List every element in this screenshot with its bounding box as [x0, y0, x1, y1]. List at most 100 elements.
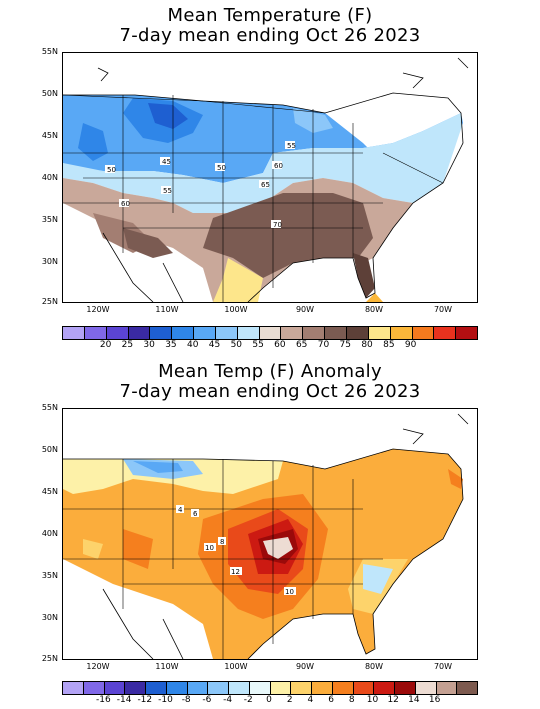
panel1-lat-label: 50N	[41, 89, 58, 98]
contour-label: 10	[285, 588, 294, 596]
colorbar-swatch	[412, 327, 435, 339]
colorbar-swatch	[104, 682, 126, 694]
colorbar-label: -16	[96, 695, 111, 705]
colorbar-label: 35	[165, 340, 177, 350]
colorbar-swatch	[63, 327, 85, 339]
colorbar-swatch	[368, 327, 391, 339]
panel2-lat-label: 45N	[41, 487, 58, 496]
panel2-colorbar	[62, 681, 478, 695]
panel2-coastline	[63, 413, 469, 659]
panel2-lat-label: 55N	[41, 403, 58, 412]
colorbar-swatch	[229, 682, 250, 694]
colorbar-swatch	[332, 682, 354, 694]
contour-label: 70	[273, 221, 282, 229]
colorbar-swatch	[259, 327, 282, 339]
colorbar-swatch	[208, 682, 229, 694]
colorbar-swatch	[281, 327, 304, 339]
panel2-title-line1: Mean Temp (F) Anomaly	[158, 361, 382, 382]
colorbar-label: -14	[116, 695, 132, 705]
colorbar-swatch	[150, 327, 173, 339]
colorbar-swatch	[457, 682, 477, 694]
colorbar-label: 90	[404, 340, 417, 350]
colorbar-label: 10	[366, 695, 379, 705]
contour-label: 10	[205, 544, 214, 552]
colorbar-label: 14	[408, 695, 420, 705]
panel2-lon-label: 90W	[295, 662, 315, 671]
colorbar-swatch	[303, 327, 326, 339]
panel1-lat-label: 45N	[41, 131, 58, 140]
colorbar-swatch	[374, 682, 395, 694]
panel1-lon-label: 120W	[86, 305, 110, 314]
colorbar-swatch	[456, 327, 478, 339]
panel1-lon-label: 100W	[224, 305, 248, 314]
colorbar-swatch	[312, 682, 333, 694]
colorbar-swatch	[146, 682, 167, 694]
colorbar-swatch	[172, 327, 195, 339]
colorbar-label: 12	[387, 695, 399, 705]
panel1-lat-label: 40N	[41, 173, 58, 182]
panel1-lon-label: 80W	[364, 305, 384, 314]
panel2-anomaly-fill	[63, 409, 477, 659]
colorbar-swatch	[215, 327, 238, 339]
colorbar-swatch	[166, 682, 188, 694]
colorbar-swatch	[128, 327, 151, 339]
colorbar-swatch	[325, 327, 347, 339]
panel1-temperature-fill	[63, 53, 477, 302]
colorbar-label: 75	[339, 340, 351, 350]
panel2-contour-labels: 4 6 10 8 12 10	[176, 505, 296, 596]
colorbar-swatch	[237, 327, 260, 339]
colorbar-label: 60	[274, 340, 286, 350]
colorbar-label: -2	[243, 695, 253, 705]
panel1-coastline	[63, 57, 469, 302]
colorbar-swatch	[249, 682, 271, 694]
colorbar-label: 6	[328, 695, 334, 705]
panel1-title-line2: 7-day mean ending Oct 26 2023	[119, 25, 421, 46]
panel2-lat-label: 50N	[41, 445, 58, 454]
panel2-lon-label: 120W	[86, 662, 110, 671]
colorbar-label: 40	[187, 340, 199, 350]
panel1-lat-label: 35N	[41, 215, 58, 224]
colorbar-label: -8	[181, 695, 191, 705]
panel2-map: 4 6 10 8 12 10	[62, 408, 478, 660]
contour-label: 8	[220, 538, 224, 546]
colorbar-label: 65	[295, 340, 308, 350]
panel1-lon-label: 70W	[433, 305, 453, 314]
colorbar-swatch	[291, 682, 312, 694]
colorbar-label: 20	[99, 340, 112, 350]
panel2-title-line2: 7-day mean ending Oct 26 2023	[119, 381, 421, 402]
colorbar-swatch	[346, 327, 369, 339]
colorbar-label: 55	[252, 340, 264, 350]
colorbar-swatch	[125, 682, 146, 694]
panel1-map-svg: 45 50 50 55 55 60 60 65 70	[63, 53, 477, 302]
colorbar-swatch	[83, 682, 105, 694]
panel2-lat-label: 35N	[41, 571, 58, 580]
colorbar-swatch	[106, 327, 129, 339]
colorbar-swatch	[84, 327, 107, 339]
colorbar-label: 85	[383, 340, 395, 350]
panel2-lat-label: 40N	[41, 529, 58, 538]
panel1-title-line1: Mean Temperature (F)	[167, 5, 373, 26]
contour-label: 45	[162, 158, 171, 166]
panel1-contour-labels: 45 50 50 55 55 60 60 65 70	[105, 141, 296, 229]
colorbar-swatch	[390, 327, 413, 339]
colorbar-label: -10	[158, 695, 173, 705]
contour-label: 50	[217, 164, 226, 172]
colorbar-label: -4	[223, 695, 233, 705]
contour-label: 4	[178, 506, 183, 514]
panel1-lon-label: 90W	[295, 305, 315, 314]
colorbar-swatch	[434, 327, 457, 339]
colorbar-label: 16	[428, 695, 441, 705]
panel1-lon-label: 110W	[155, 305, 179, 314]
colorbar-swatch	[353, 682, 375, 694]
panel2-lon-label: 70W	[433, 662, 453, 671]
colorbar-label: 2	[286, 695, 293, 705]
contour-label: 50	[107, 166, 116, 174]
panel1-lat-label: 30N	[41, 257, 58, 266]
panel2-lon-label: 80W	[364, 662, 384, 671]
colorbar-label: 4	[307, 695, 314, 705]
panel2-map-svg: 4 6 10 8 12 10	[63, 409, 477, 659]
colorbar-label: 80	[361, 340, 373, 350]
colorbar-swatch	[436, 682, 458, 694]
contour-label: 55	[163, 187, 172, 195]
contour-label: 60	[274, 162, 283, 170]
